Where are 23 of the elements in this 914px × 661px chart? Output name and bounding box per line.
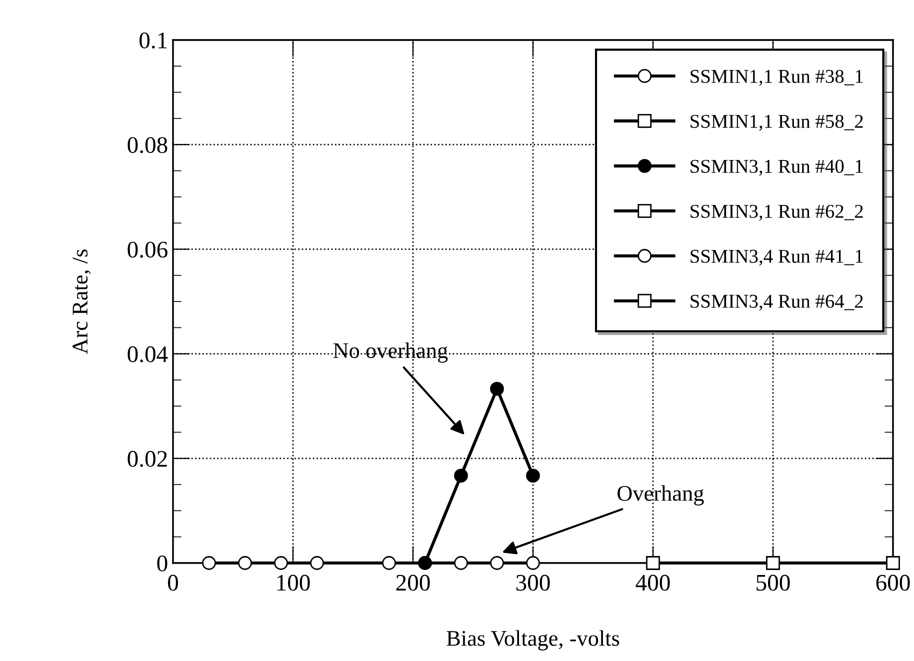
x-tick-label: 500 [756, 574, 790, 591]
x-tick-label: 200 [396, 574, 430, 591]
legend-label: SSMIN3,1 Run #62_2 [690, 204, 863, 221]
x-tick-label: 100 [277, 574, 310, 591]
legend-label: SSMIN1,1 Run #58_2 [690, 114, 863, 131]
y-tick-label: 0.08 [128, 137, 168, 154]
x-axis-title: Bias Voltage, -volts [446, 630, 620, 650]
x-tick-label: 300 [516, 574, 550, 591]
annotation: Overhang [618, 485, 704, 506]
y-tick-label: 0.1 [140, 32, 167, 49]
y-tick-label: 0.02 [128, 450, 167, 467]
x-tick-label: 600 [876, 574, 910, 591]
legend-label: SSMIN3,4 Run #64_2 [690, 294, 863, 311]
annotation: No overhang [333, 342, 448, 363]
legend-label: SSMIN3,4 Run #41_1 [690, 250, 863, 266]
y-tick-label: 0.04 [128, 346, 168, 362]
y-tick-label: 0 [157, 555, 168, 572]
legend-label: SSMIN3,1 Run #40_1 [690, 160, 863, 176]
x-tick-label: 400 [636, 574, 670, 591]
y-tick-label: 0.06 [128, 242, 168, 258]
legend-label: SSMIN1,1 Run #38_1 [690, 70, 863, 86]
y-axis-title: Arc Rate, /s [72, 250, 91, 354]
x-tick-label: 0 [168, 574, 178, 591]
